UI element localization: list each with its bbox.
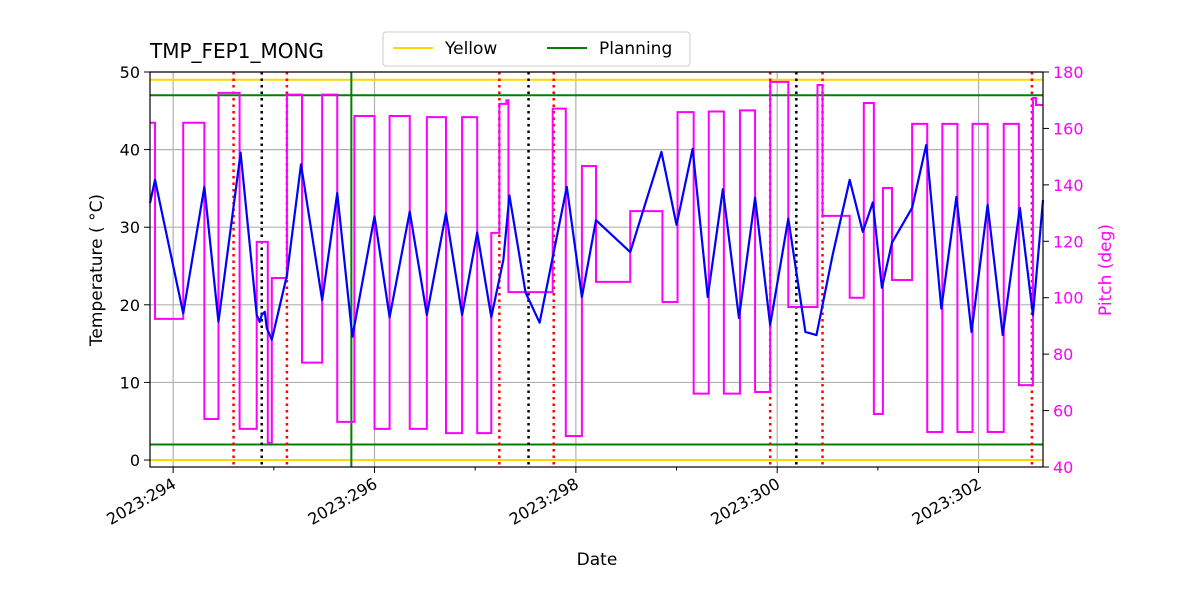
y-tick-label: 0 xyxy=(130,451,140,470)
x-tick-label: 2023:294 xyxy=(103,474,179,529)
legend-label-yellow: Yellow xyxy=(444,39,497,59)
series xyxy=(148,80,1045,445)
x-tick-label: 2023:300 xyxy=(707,474,783,529)
axes: 2023:294 2023:296 2023:298 2023:300 2023:302… xyxy=(103,63,1083,529)
y2-tick-label: 180 xyxy=(1053,63,1084,82)
y-tick-label: 30 xyxy=(120,218,140,237)
plot-frame xyxy=(149,71,1044,468)
y2-tick-label: 40 xyxy=(1053,458,1073,477)
y2-tick-label: 140 xyxy=(1053,176,1084,195)
x-axis-label: Date xyxy=(577,550,618,570)
pitch-line xyxy=(150,80,1043,445)
temperature-line xyxy=(148,143,1045,341)
y-axis-label: Temperature ( °C) xyxy=(87,194,107,347)
y2-tick-label: 160 xyxy=(1053,119,1084,138)
y2-tick-label: 60 xyxy=(1053,402,1073,421)
y-tick-label: 20 xyxy=(120,296,140,315)
y2-tick-label: 120 xyxy=(1053,232,1084,251)
legend-box xyxy=(382,31,691,67)
y-tick-label: 40 xyxy=(120,141,140,160)
x-tick-label: 2023:302 xyxy=(909,474,985,529)
y-tick-label: 50 xyxy=(120,63,140,82)
legend: Yellow Planning xyxy=(382,31,691,67)
limit-lines xyxy=(150,78,1043,462)
x-tick-label: 2023:296 xyxy=(305,474,381,529)
chart-title: TMP_FEP1_MONG xyxy=(149,39,324,63)
y2-tick-label: 80 xyxy=(1053,345,1073,364)
x-tick-label: 2023:298 xyxy=(506,474,582,529)
y2-axis-label: Pitch (deg) xyxy=(1096,224,1116,316)
y-tick-label: 10 xyxy=(120,373,140,392)
legend-label-planning: Planning xyxy=(599,39,672,59)
y2-tick-label: 100 xyxy=(1053,289,1084,308)
